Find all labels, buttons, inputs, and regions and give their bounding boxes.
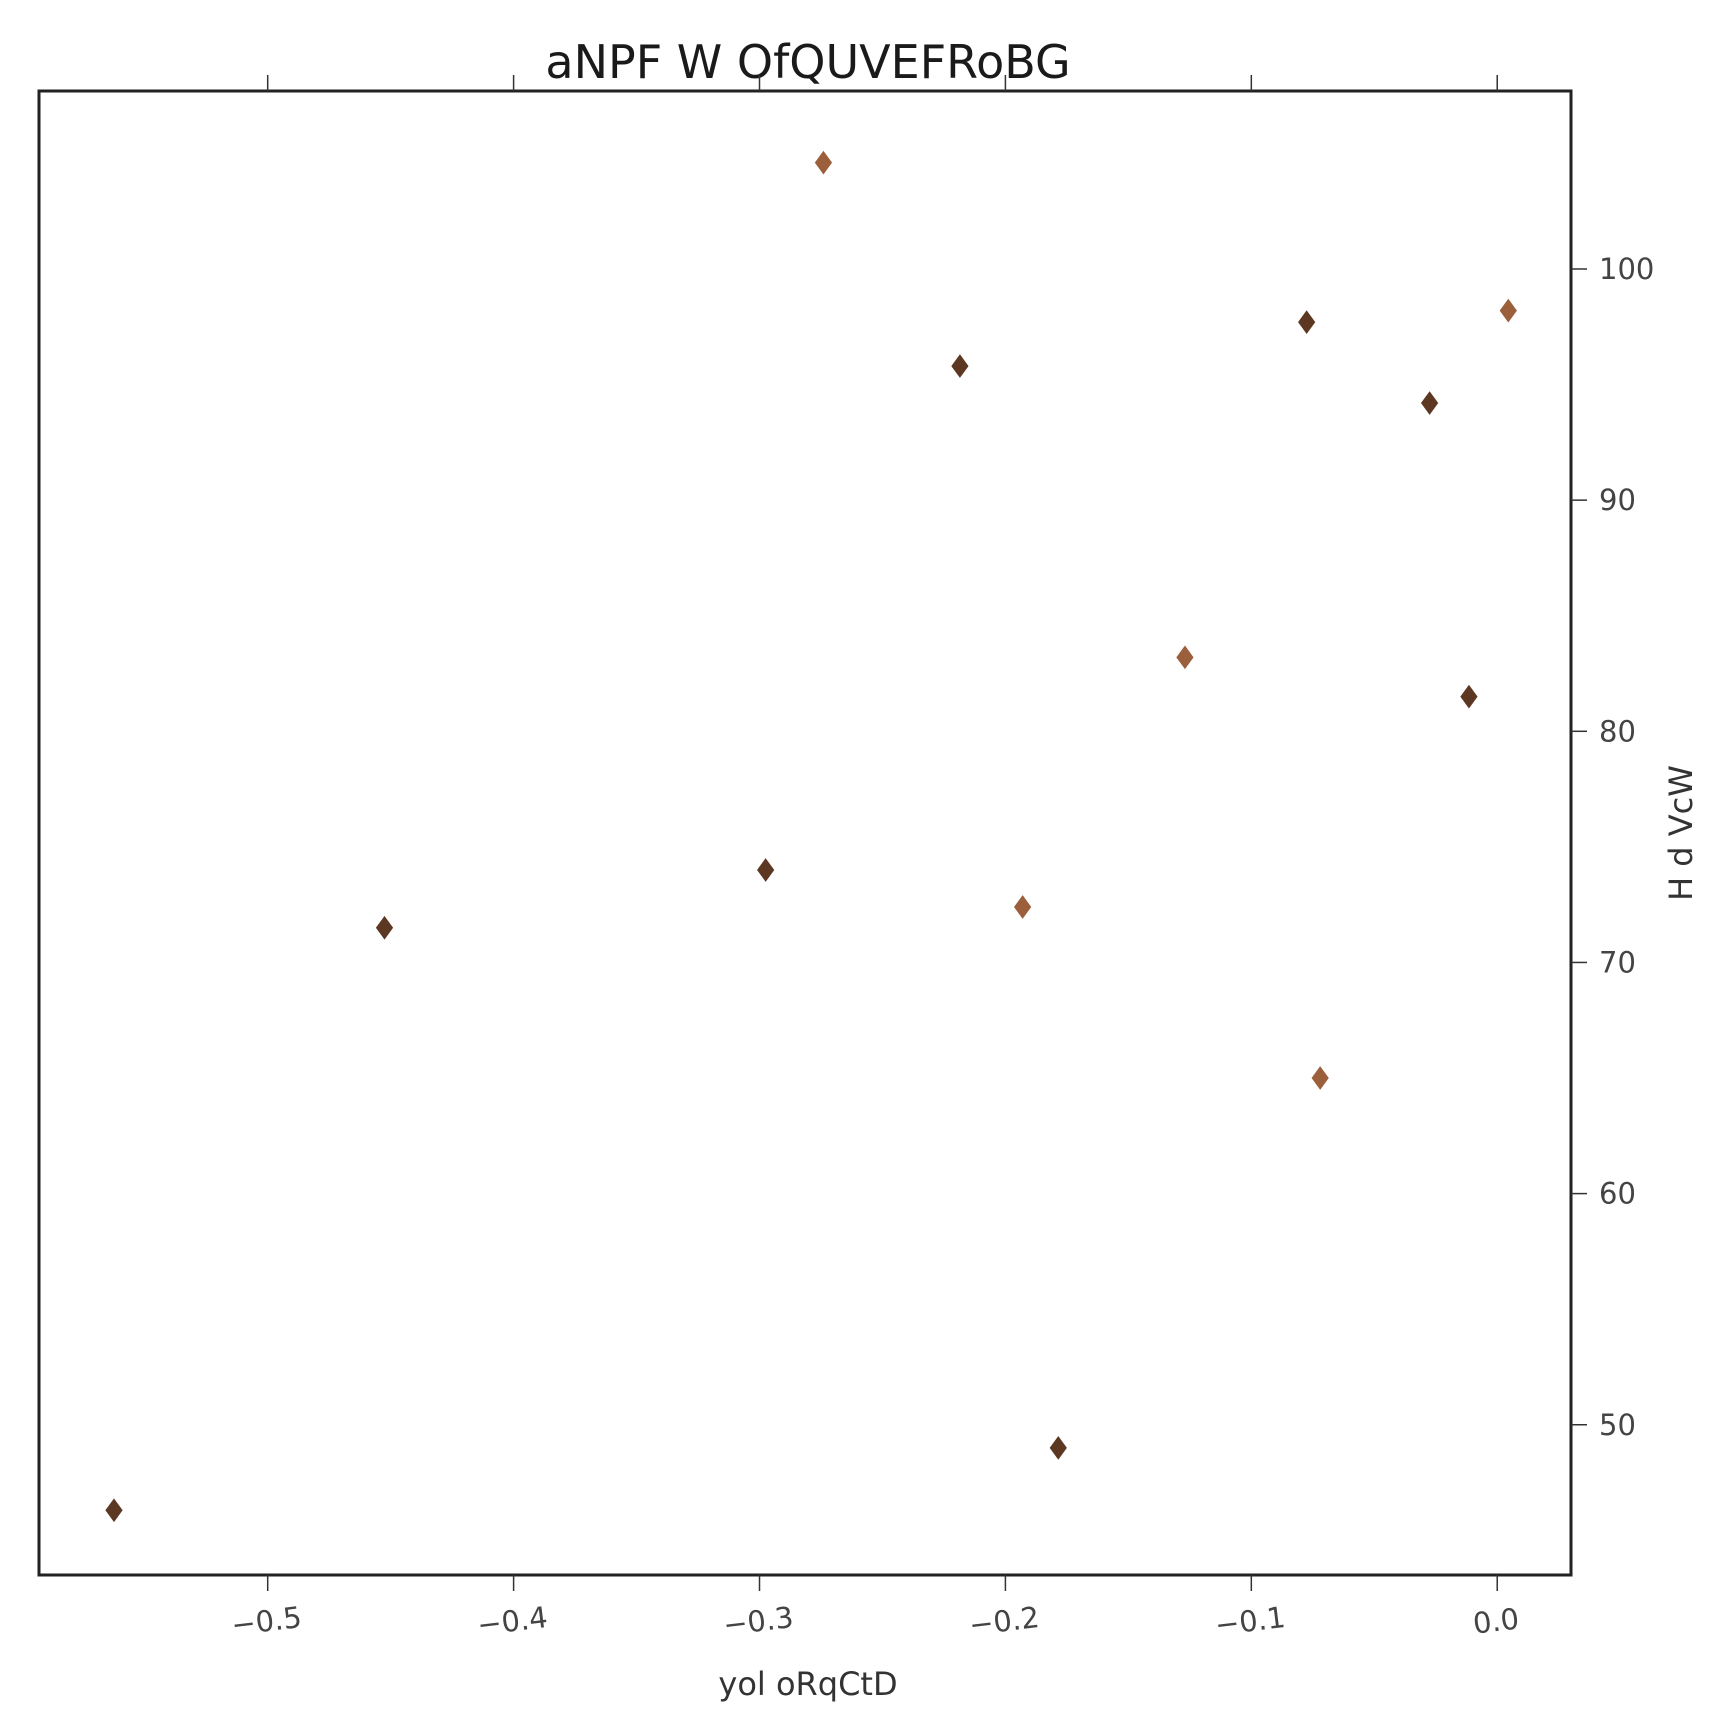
x-tick-label: −0.3 — [721, 1600, 795, 1642]
data-point — [1311, 1066, 1329, 1090]
x-tick-label: 0.0 — [1471, 1601, 1521, 1640]
data-point — [951, 354, 969, 378]
x-axis: −0.5 −0.4 −0.3 −0.2 −0.1 0.0 — [229, 75, 1521, 1642]
y-axis: 50 60 70 80 90 100 — [1571, 252, 1654, 1442]
plot-frame — [37, 89, 1573, 1577]
y-tick-label: 60 — [1599, 1177, 1636, 1211]
y-tick-label: 50 — [1599, 1408, 1636, 1442]
data-point — [757, 858, 775, 882]
chart-title: aNPF W OfQUVEFRoBG — [545, 35, 1070, 89]
x-tick-label: −0.5 — [229, 1600, 303, 1642]
data-points — [105, 150, 1517, 1523]
data-point — [1460, 684, 1478, 709]
y-tick-label: 90 — [1599, 483, 1636, 517]
data-point — [1499, 298, 1517, 323]
x-tick-label: −0.1 — [1213, 1600, 1287, 1642]
data-point — [1014, 895, 1032, 919]
data-point — [1176, 645, 1194, 670]
data-point — [375, 915, 394, 940]
x-tick-label: −0.4 — [475, 1600, 549, 1642]
data-point — [1420, 391, 1439, 415]
x-tick-label: −0.2 — [967, 1600, 1041, 1642]
data-point — [1049, 1436, 1067, 1460]
y-tick-label: 80 — [1599, 714, 1636, 748]
data-point — [105, 1498, 123, 1523]
y-tick-label: 100 — [1599, 252, 1654, 286]
y-axis-label: H d VcW — [1662, 765, 1700, 901]
data-point — [1298, 310, 1316, 335]
y-tick-label: 70 — [1599, 945, 1636, 979]
x-axis-label: yol oRqCtD — [718, 1665, 897, 1703]
data-point — [814, 150, 833, 175]
